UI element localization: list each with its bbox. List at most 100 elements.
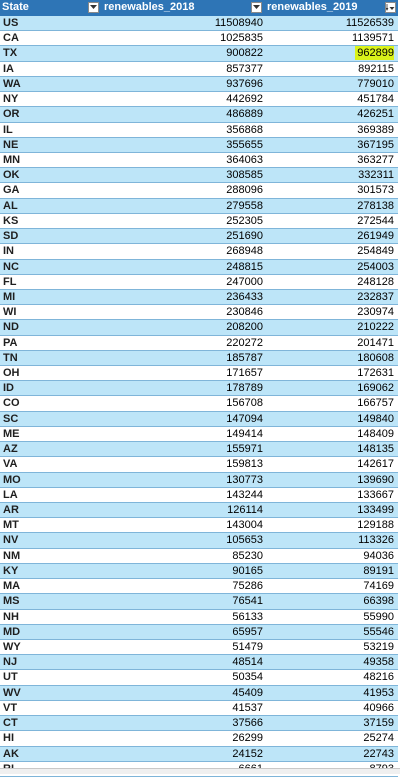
cell-renewables-2019[interactable]: 142617 [264, 457, 398, 471]
cell-renewables-2018[interactable]: 208200 [226, 321, 263, 334]
cell-renewables-2019[interactable]: 139690 [264, 473, 398, 487]
cell-renewables-2018[interactable]: 126114 [227, 504, 263, 516]
cell-state[interactable]: WY [3, 640, 21, 653]
cell-renewables-2018[interactable]: 41537 [232, 701, 263, 714]
cell-renewables-2019[interactable]: 962899 [264, 46, 398, 61]
cell-state[interactable]: MA [3, 580, 21, 593]
cell-renewables-2019[interactable]: 426251 [264, 107, 398, 121]
cell-renewables-2019[interactable]: 201471 [264, 336, 398, 350]
cell-renewables-2018[interactable]: 149414 [226, 427, 263, 440]
cell-state[interactable]: VT [3, 701, 18, 714]
cell-renewables-2019[interactable]: 40966 [264, 701, 398, 715]
sort-filter-icon[interactable] [385, 2, 396, 13]
cell-state[interactable]: OH [3, 367, 20, 380]
cell-renewables-2018[interactable]: 171657 [226, 367, 263, 380]
cell-renewables-2018[interactable]: 48514 [232, 656, 263, 669]
cell-renewables-2019[interactable]: 230974 [264, 305, 398, 319]
cell-renewables-2018[interactable]: 220272 [226, 336, 263, 349]
cell-renewables-2019[interactable]: 254849 [264, 244, 398, 258]
cell-state[interactable]: NY [3, 93, 19, 106]
cell-renewables-2018[interactable]: 364063 [226, 153, 263, 166]
cell-state[interactable]: IL [3, 123, 13, 136]
cell-renewables-2019[interactable]: 261949 [264, 229, 398, 243]
cell-renewables-2019[interactable]: 892115 [264, 62, 398, 76]
cell-renewables-2019[interactable]: 272544 [264, 214, 398, 228]
cell-renewables-2018[interactable]: 185787 [226, 351, 263, 364]
cell-renewables-2019[interactable]: 148409 [264, 427, 398, 441]
cell-state[interactable]: AL [3, 199, 18, 212]
cell-renewables-2018[interactable]: 1025835 [220, 32, 263, 45]
cell-state[interactable]: KY [3, 564, 19, 577]
cell-state[interactable]: TX [3, 47, 18, 60]
cell-state[interactable]: WV [3, 686, 21, 699]
cell-renewables-2019[interactable]: 94036 [264, 549, 398, 563]
cell-state[interactable]: NC [3, 260, 19, 273]
cell-state[interactable]: SC [3, 412, 19, 425]
cell-renewables-2018[interactable]: 356868 [226, 123, 263, 136]
cell-renewables-2019[interactable]: 210222 [264, 320, 398, 334]
cell-renewables-2018[interactable]: 857377 [226, 62, 263, 75]
cell-state[interactable]: ND [3, 321, 19, 334]
cell-renewables-2019[interactable]: 363277 [264, 153, 398, 167]
cell-renewables-2019[interactable]: 11526539 [264, 16, 398, 30]
cell-state[interactable]: NH [3, 610, 19, 623]
cell-renewables-2019[interactable]: 133499 [264, 503, 398, 517]
cell-state[interactable]: MI [3, 290, 16, 303]
cell-renewables-2019[interactable]: 55990 [264, 610, 398, 624]
cell-renewables-2018[interactable]: 90165 [232, 564, 263, 577]
cell-state[interactable]: IN [3, 245, 14, 258]
cell-state[interactable]: KS [3, 214, 19, 227]
cell-renewables-2019[interactable]: 129188 [264, 518, 398, 532]
cell-renewables-2018[interactable]: 65957 [232, 625, 263, 638]
cell-state[interactable]: US [3, 17, 19, 29]
cell-state[interactable]: MN [3, 153, 21, 166]
cell-renewables-2018[interactable]: 236433 [226, 290, 263, 303]
cell-state[interactable]: AK [3, 747, 19, 760]
cell-renewables-2018[interactable]: 268948 [226, 245, 263, 258]
cell-state[interactable]: LA [3, 488, 18, 501]
cell-renewables-2018[interactable]: 251690 [226, 230, 263, 243]
cell-renewables-2019[interactable]: 172631 [264, 366, 398, 380]
cell-renewables-2019[interactable]: 180608 [264, 351, 398, 365]
cell-state[interactable]: NE [3, 138, 19, 151]
cell-renewables-2019[interactable]: 369389 [264, 123, 398, 137]
cell-renewables-2019[interactable]: 37159 [264, 716, 398, 730]
cell-renewables-2018[interactable]: 900822 [226, 47, 263, 60]
cell-renewables-2019[interactable]: 113326 [264, 533, 398, 547]
cell-state[interactable]: VA [3, 458, 18, 471]
cell-renewables-2019[interactable]: 779010 [264, 77, 398, 91]
cell-state[interactable]: ME [3, 427, 20, 440]
cell-renewables-2018[interactable]: 308585 [226, 169, 263, 182]
cell-renewables-2019[interactable]: 53219 [264, 640, 398, 654]
cell-renewables-2018[interactable]: 143004 [226, 519, 263, 532]
cell-renewables-2018[interactable]: 50354 [232, 671, 263, 684]
cell-renewables-2018[interactable]: 159813 [226, 458, 263, 471]
cell-state[interactable]: IA [3, 62, 14, 75]
cell-renewables-2019[interactable]: 41953 [264, 686, 398, 700]
cell-renewables-2018[interactable]: 937696 [226, 77, 263, 90]
cell-renewables-2018[interactable]: 45409 [232, 686, 263, 699]
cell-renewables-2018[interactable]: 26299 [232, 732, 263, 745]
cell-renewables-2018[interactable]: 147094 [226, 412, 263, 425]
cell-renewables-2018[interactable]: 156708 [226, 397, 263, 410]
cell-renewables-2019[interactable]: 25274 [264, 731, 398, 745]
cell-state[interactable]: WI [3, 306, 17, 319]
cell-renewables-2018[interactable]: 279558 [226, 199, 263, 212]
cell-renewables-2018[interactable]: 105653 [226, 534, 263, 547]
cell-state[interactable]: GA [3, 184, 20, 197]
cell-state[interactable]: MD [3, 625, 21, 638]
cell-renewables-2019[interactable]: 89191 [264, 564, 398, 578]
cell-renewables-2018[interactable]: 11508940 [214, 17, 263, 29]
header-state[interactable]: State [0, 0, 101, 15]
cell-renewables-2019[interactable]: 149840 [264, 412, 398, 426]
cell-renewables-2019[interactable]: 248128 [264, 275, 398, 289]
cell-renewables-2019[interactable]: 49358 [264, 655, 398, 669]
cell-state[interactable]: NM [3, 549, 21, 562]
cell-renewables-2018[interactable]: 76541 [232, 595, 263, 608]
cell-state[interactable]: NJ [3, 656, 18, 669]
cell-state[interactable]: AZ [3, 443, 18, 456]
cell-state[interactable]: MO [3, 473, 21, 486]
cell-renewables-2019[interactable]: 332311 [264, 168, 398, 182]
dropdown-arrow-icon[interactable] [88, 2, 99, 13]
cell-renewables-2018[interactable]: 130773 [226, 473, 263, 486]
